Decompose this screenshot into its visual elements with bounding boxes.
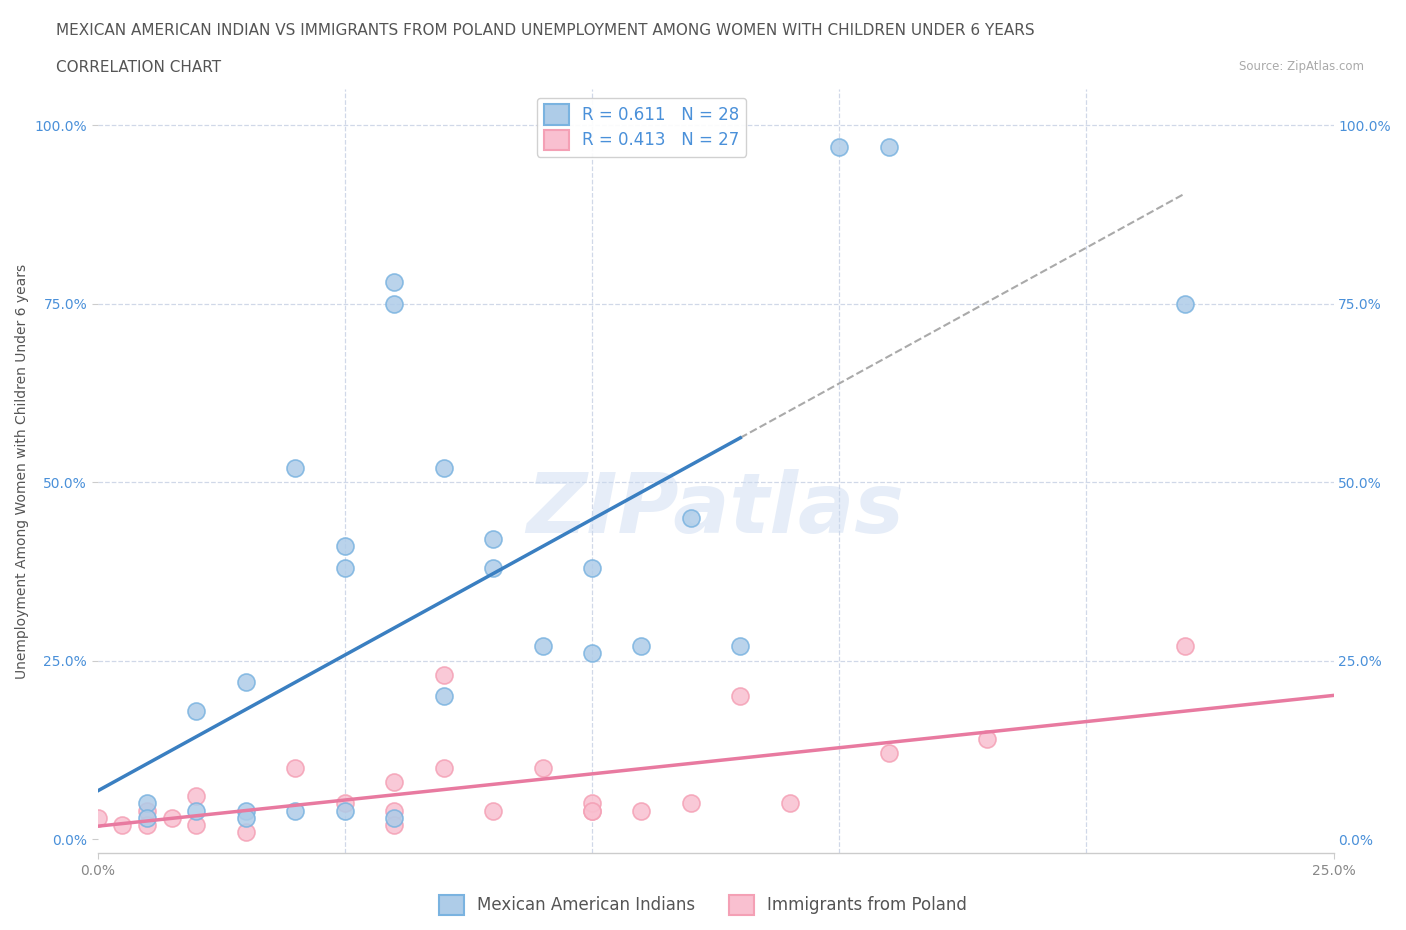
Point xyxy=(581,796,603,811)
Point xyxy=(284,760,307,775)
Point xyxy=(730,639,752,654)
Point xyxy=(284,460,307,475)
Point xyxy=(235,674,257,689)
Point xyxy=(333,538,356,553)
Point xyxy=(136,796,159,811)
Point xyxy=(186,817,208,832)
Point xyxy=(333,561,356,576)
Point xyxy=(482,561,505,576)
Point xyxy=(531,760,554,775)
Point xyxy=(111,817,134,832)
Point xyxy=(136,810,159,825)
Point xyxy=(136,817,159,832)
Point xyxy=(433,460,456,475)
Text: ZIPatlas: ZIPatlas xyxy=(527,469,904,550)
Point xyxy=(679,796,702,811)
Point xyxy=(581,804,603,818)
Point xyxy=(779,796,801,811)
Text: MEXICAN AMERICAN INDIAN VS IMMIGRANTS FROM POLAND UNEMPLOYMENT AMONG WOMEN WITH : MEXICAN AMERICAN INDIAN VS IMMIGRANTS FR… xyxy=(56,23,1035,38)
Point xyxy=(1174,296,1197,311)
Point xyxy=(186,703,208,718)
Point xyxy=(433,760,456,775)
Point xyxy=(433,689,456,704)
Point xyxy=(333,796,356,811)
Point xyxy=(433,668,456,683)
Point xyxy=(581,646,603,661)
Point xyxy=(630,639,652,654)
Point xyxy=(382,817,405,832)
Point xyxy=(186,789,208,804)
Y-axis label: Unemployment Among Women with Children Under 6 years: Unemployment Among Women with Children U… xyxy=(15,264,30,679)
Point xyxy=(976,732,998,747)
Legend: R = 0.611   N = 28, R = 0.413   N = 27: R = 0.611 N = 28, R = 0.413 N = 27 xyxy=(537,98,745,157)
Point xyxy=(382,274,405,289)
Point xyxy=(86,810,108,825)
Point xyxy=(877,140,900,154)
Point xyxy=(333,804,356,818)
Point xyxy=(136,804,159,818)
Text: CORRELATION CHART: CORRELATION CHART xyxy=(56,60,221,75)
Legend: Mexican American Indians, Immigrants from Poland: Mexican American Indians, Immigrants fro… xyxy=(432,888,974,922)
Point xyxy=(235,804,257,818)
Point xyxy=(482,804,505,818)
Point xyxy=(581,561,603,576)
Point xyxy=(382,810,405,825)
Point xyxy=(382,804,405,818)
Point xyxy=(382,296,405,311)
Point xyxy=(160,810,183,825)
Point xyxy=(1174,639,1197,654)
Text: Source: ZipAtlas.com: Source: ZipAtlas.com xyxy=(1239,60,1364,73)
Point xyxy=(828,140,851,154)
Point xyxy=(235,825,257,840)
Point xyxy=(581,804,603,818)
Point xyxy=(284,804,307,818)
Point xyxy=(730,689,752,704)
Point xyxy=(235,810,257,825)
Point xyxy=(382,775,405,790)
Point xyxy=(186,804,208,818)
Point xyxy=(630,804,652,818)
Point xyxy=(482,532,505,547)
Point xyxy=(877,746,900,761)
Point xyxy=(531,639,554,654)
Point xyxy=(679,511,702,525)
